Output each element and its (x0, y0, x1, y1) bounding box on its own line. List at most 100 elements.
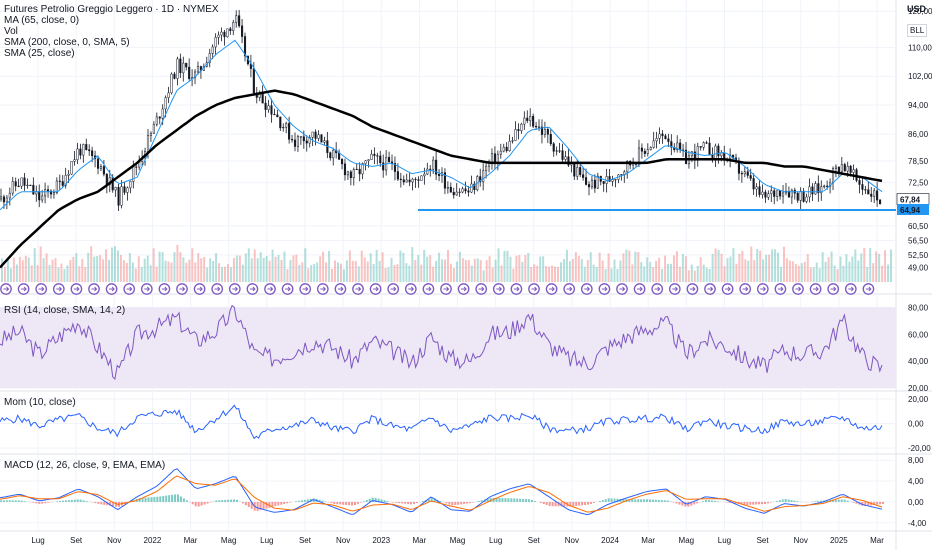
macd-label[interactable]: MACD (12, 26, close, 9, EMA, EMA) (4, 460, 166, 471)
volume-bar (661, 268, 664, 282)
candle-body (699, 146, 702, 148)
volume-bar (809, 267, 812, 282)
candle-body (20, 177, 23, 187)
macd-histogram-bar (469, 501, 472, 504)
macd-histogram-bar (743, 501, 746, 505)
volume-bar (586, 259, 589, 282)
candle-body (320, 134, 323, 143)
macd-histogram-bar (79, 499, 82, 502)
volume-bar (24, 255, 27, 282)
macd-histogram-bar (64, 500, 67, 502)
x-tick-label: Set (299, 536, 312, 545)
indicator-vol[interactable]: Vol (4, 26, 18, 37)
volume-bar (881, 265, 884, 282)
candle-body (167, 92, 170, 98)
volume-bar (221, 267, 224, 282)
volume-bar (259, 252, 262, 282)
candle-body (561, 150, 564, 160)
candle-body (520, 123, 523, 132)
rsi-pane[interactable] (0, 304, 896, 388)
volume-bar (188, 259, 191, 282)
candle-body (105, 173, 108, 185)
unit-bll[interactable]: BLL (907, 24, 928, 37)
macd-histogram-bar (451, 501, 454, 506)
volume-bar (800, 263, 803, 282)
y-tick-label: 4,00 (908, 477, 924, 486)
candle-body (8, 192, 11, 199)
macd-histogram-bar (14, 500, 17, 502)
volume-bar (634, 251, 637, 282)
candle-body (123, 186, 126, 193)
candle-body (179, 58, 182, 74)
volume-bar (592, 264, 595, 282)
volume-bar (851, 256, 854, 282)
y-tick-label: 20,00 (908, 395, 929, 404)
macd-histogram-bar (471, 501, 474, 503)
mom-label[interactable]: Mom (10, close) (4, 397, 76, 408)
time-axis[interactable]: Lug Set Nov 2022 Mar Mag Lug Set Nov 2023 Mar Mag Lu… (31, 536, 884, 545)
rsi-label[interactable]: RSI (14, close, SMA, 14, 2) (4, 305, 126, 316)
volume-bar (619, 260, 622, 282)
price-axis[interactable]: 120,00 110,00 102,00 94,00 86,00 78,50 72,50 60… (896, 7, 932, 528)
macd-histogram-bar (359, 501, 362, 503)
volume-bar (699, 257, 702, 282)
volume-bar (369, 253, 372, 282)
candle-body (814, 183, 817, 195)
candle-body (117, 187, 120, 206)
macd-histogram-bar (374, 497, 377, 502)
macd-histogram-bar (191, 501, 194, 505)
volume-bar (96, 256, 99, 282)
indicator-sma25[interactable]: SMA (25, close) (4, 48, 75, 59)
candle-body (176, 58, 179, 79)
event-icons-row[interactable] (0, 283, 875, 295)
arrow-icon (302, 286, 309, 292)
macd-histogram-bar (598, 501, 601, 502)
candle-body (858, 180, 861, 185)
volume-bar (574, 252, 577, 282)
candle-body (879, 199, 882, 204)
macd-histogram-bar (371, 497, 374, 502)
candle-body (352, 169, 355, 178)
macd-histogram-bar (448, 501, 451, 505)
candle-body (626, 160, 629, 173)
volume-bar (741, 250, 744, 282)
candle-body (499, 150, 502, 155)
macd-histogram-bar (97, 501, 100, 504)
volume-bar (794, 263, 797, 282)
macd-histogram-bar (746, 501, 749, 505)
macd-histogram-bar (209, 501, 212, 503)
x-tick-label: Lug (718, 536, 731, 545)
volume-bar (203, 257, 206, 282)
macd-histogram-bar (716, 501, 719, 502)
volume-bar (610, 268, 613, 282)
volume-bar (108, 259, 111, 282)
macd-pane[interactable] (0, 468, 884, 516)
arrow-icon (179, 286, 186, 292)
indicator-sma200[interactable]: SMA (200, close, 0, SMA, 5) (4, 37, 130, 48)
volume-bar (244, 253, 247, 282)
candle-body (185, 62, 188, 68)
x-tick-label: 2022 (144, 536, 162, 545)
arrow-icon (549, 286, 555, 292)
candle-body (834, 166, 838, 169)
candle-body (196, 66, 200, 73)
candle-body (767, 193, 770, 198)
indicator-ma65[interactable]: MA (65, close, 0) (4, 15, 80, 26)
arrow-icon (654, 286, 661, 292)
momentum-pane[interactable] (0, 404, 883, 440)
candle-body (317, 134, 320, 139)
candle-body (414, 178, 417, 180)
arrow-icon (56, 286, 63, 292)
volume-bar (503, 250, 506, 282)
macd-histogram-bar (533, 500, 536, 502)
candle-body (676, 142, 679, 150)
macd-histogram-bar (513, 498, 516, 502)
macd-histogram-bar (179, 496, 182, 502)
candle-body (711, 154, 714, 159)
price-pane[interactable] (0, 9, 896, 282)
macd-histogram-bar (294, 501, 297, 502)
volume-bar (447, 249, 449, 282)
currency-usd[interactable]: USD (907, 4, 927, 14)
volume-bar (687, 270, 690, 282)
